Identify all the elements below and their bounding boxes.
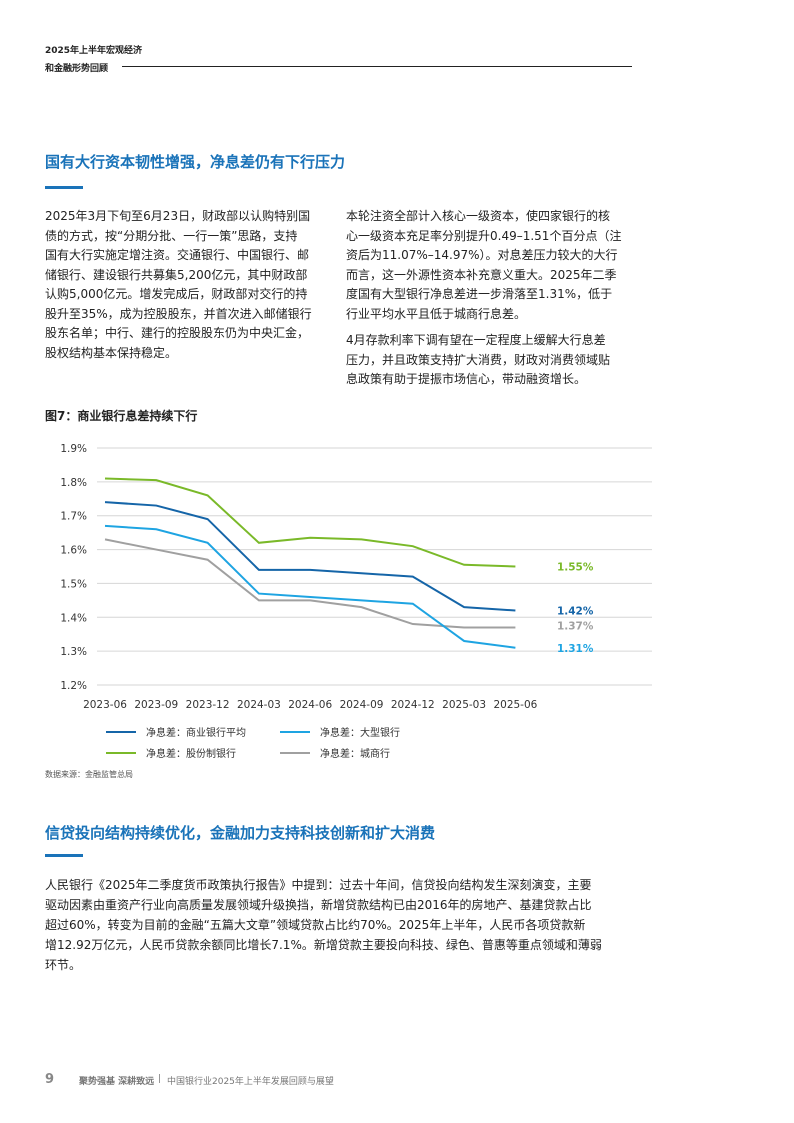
paragraph-line: 债的方式，按“分期分批、一行一策”思路，支持: [45, 228, 298, 243]
legend-item: 净息差：商业银行平均: [106, 724, 246, 739]
series-line-0: [104, 501, 516, 612]
paragraph-line: 超过60%，转变为目前的金融“五篇大文章”领域贷款占比约70%。2025年上半年…: [45, 918, 586, 932]
end-value-label: 1.37%: [557, 620, 594, 632]
legend-label: 净息差：大型银行: [320, 728, 400, 739]
paragraph-line: 环节。: [45, 958, 82, 972]
legend-item: 净息差：城商行: [280, 745, 390, 760]
legend-swatch: [280, 730, 310, 733]
legend-swatch: [280, 751, 310, 754]
chart-legend: 净息差：商业银行平均 净息差：大型银行净息差：股份制银行 净息差：城商行: [0, 0, 794, 760]
legend-label: 净息差：商业银行平均: [146, 728, 246, 739]
footer-title: 中国银行业2025年上半年发展回顾与展望: [167, 1077, 334, 1087]
end-value-label: 1.55%: [557, 562, 594, 574]
paragraph-line: 国有大行实施定增注资。交通银行、中国银行、邮: [45, 248, 310, 262]
y-tick-label: 1.9%: [60, 443, 87, 455]
section1-right-paragraph: 本轮注资全部计入核心一级资本，使四家银行的核 心一级资本充足率分别提升0.49–1…: [346, 207, 621, 324]
figure-title: 图7：商业银行息差持续下行: [45, 409, 198, 423]
legend-label: 净息差：城商行: [320, 749, 390, 760]
section1-accent-bar: [45, 186, 83, 189]
series-line-3: [104, 538, 516, 629]
legend-item: 净息差：股份制银行: [106, 745, 236, 760]
legend-swatch: [106, 751, 136, 754]
page-number: 9: [45, 1072, 55, 1087]
paragraph-line: 2025年3月下旬至6月23日，财政部以认购特别国: [45, 209, 311, 223]
x-tick-label: 2024-12: [391, 699, 435, 711]
y-tick-label: 1.3%: [60, 646, 87, 658]
paragraph-line: 人民银行《2025年二季度货币政策执行报告》中提到：过去十年间，信贷投向结构发生…: [45, 878, 592, 892]
x-tick-label: 2023-12: [186, 699, 230, 711]
end-value-label: 1.42%: [557, 606, 594, 618]
y-tick-label: 1.5%: [60, 578, 87, 590]
series-line-1: [104, 524, 516, 649]
series-line-2: [104, 477, 516, 568]
y-tick-label: 1.4%: [60, 612, 87, 624]
section2-accent-bar: [45, 854, 83, 857]
paragraph-line: 驱动因素由重资产行业向高质量发展领域升级换挡，新增贷款结构已由2016年的房地产…: [45, 898, 592, 912]
x-tick-label: 2023-06: [83, 699, 127, 711]
paragraph-line: 认购5,000亿元。增发完成后，财政部对交行的持: [45, 287, 308, 301]
y-tick-label: 1.7%: [60, 511, 87, 523]
x-tick-label: 2025-06: [493, 699, 537, 711]
section2-paragraph: 人民银行《2025年二季度货币政策执行报告》中提到：过去十年间，信贷投向结构发生…: [45, 875, 602, 975]
paragraph-line: 股升至35%，成为控股股东，并首次进入邮储银行: [45, 306, 312, 321]
legend-swatch: [106, 730, 136, 733]
header-line1: 2025年上半年宏观经济: [45, 46, 143, 56]
y-tick-label: 1.2%: [60, 680, 87, 692]
paragraph-line: 股东名单；中行、建行的控股股东仍为中央汇金，: [45, 326, 310, 340]
x-tick-label: 2024-06: [288, 699, 332, 711]
paragraph-line: 增12.92万亿元，人民币贷款余额同比增长7.1%。新增贷款主要投向科技、绿色、…: [45, 938, 602, 952]
paragraph-line: 储银行、建设银行共募集5,200亿元，其中财政部: [45, 267, 308, 282]
x-tick-label: 2024-09: [340, 699, 384, 711]
y-tick-label: 1.6%: [60, 545, 87, 557]
header-line2: 和金融形势回顾: [45, 64, 109, 74]
end-value-label: 1.31%: [557, 643, 594, 655]
x-tick-label: 2024-03: [237, 699, 281, 711]
section1-title: 国有大行资本韧性增强，净息差仍有下行压力: [45, 153, 346, 171]
figure-source: 数据来源：金融监管总局: [45, 770, 133, 779]
y-tick-label: 1.8%: [60, 477, 87, 489]
footer-separator: |: [158, 1074, 162, 1084]
paragraph-line: 行业平均水平且低于城商行息差。: [346, 306, 527, 321]
legend-item: 净息差：大型银行: [280, 724, 400, 739]
header-divider: [122, 66, 632, 67]
paragraph-line: 心一级资本充足率分别提升0.49–1.51个百分点（注: [346, 228, 622, 243]
paragraph-line: 息政策有助于提振市场信心，带动融资增长。: [346, 372, 587, 386]
paragraph-line: 股权结构基本保持稳定。: [45, 345, 178, 360]
legend-label: 净息差：股份制银行: [146, 749, 236, 760]
section1-left-paragraph: 2025年3月下旬至6月23日，财政部以认购特别国 债的方式，按“分期分批、一行一…: [45, 207, 312, 363]
section1-right-paragraph-2: 4月存款利率下调有望在一定程度上缓解大行息差 压力，并且政策支持扩大消费，财政对消…: [346, 331, 610, 390]
paragraph-line: 本轮注资全部计入核心一级资本，使四家银行的核: [346, 209, 611, 223]
paragraph-line: 而言，这一外源性资本补充意义重大。2025年二季: [346, 267, 617, 282]
x-tick-label: 2023-09: [134, 699, 178, 711]
paragraph-line: 资后为11.07%–14.97%）。对息差压力较大的大行: [346, 248, 618, 262]
paragraph-line: 度国有大型银行净息差进一步滑落至1.31%，低于: [346, 287, 613, 301]
paragraph-line: 压力，并且政策支持扩大消费，财政对消费领域贴: [346, 352, 611, 367]
section2-title: 信贷投向结构持续优化，金融加力支持科技创新和扩大消费: [45, 824, 436, 842]
paragraph-line: 4月存款利率下调有望在一定程度上缓解大行息差: [346, 333, 606, 347]
x-tick-label: 2025-03: [442, 699, 486, 711]
footer-slogan: 聚势强基 深耕致远: [79, 1077, 155, 1087]
net-interest-margin-chart: 1.9% 1.8% 1.7% 1.6% 1.5% 1.4% 1.3% 1.2% 2023-06 2…: [60, 443, 652, 711]
